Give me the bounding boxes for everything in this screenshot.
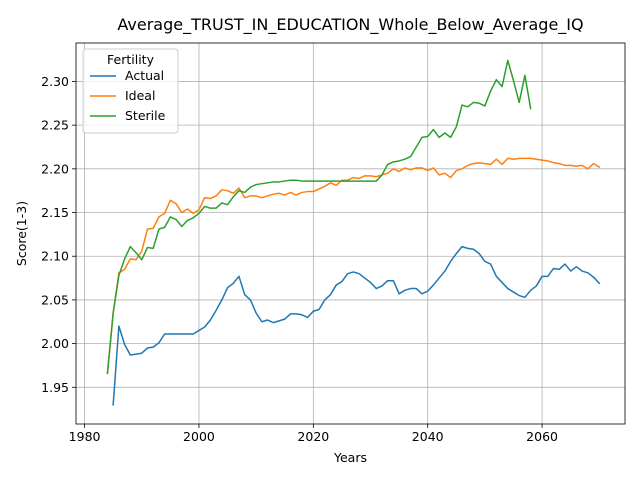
y-tick-label: 2.05	[41, 292, 69, 307]
series-line-actual	[112, 245, 601, 406]
series-lines	[106, 59, 601, 406]
y-tick-label: 1.95	[41, 380, 69, 395]
x-tick-label: 2040	[412, 429, 444, 444]
x-tick-label: 2020	[297, 429, 329, 444]
legend-label-sterile: Sterile	[125, 108, 166, 123]
y-axis: 1.95 2.00 2.05 2.10 2.15 2.20 2.25 2.30	[41, 74, 76, 395]
y-axis-label: Score(1-3)	[14, 201, 29, 266]
x-tick-label: 2060	[526, 429, 558, 444]
chart-title: Average_TRUST_IN_EDUCATION_Whole_Below_A…	[117, 15, 583, 35]
x-tick-label: 2000	[183, 429, 215, 444]
legend-title: Fertility	[107, 52, 155, 67]
plot-frame	[75, 42, 626, 425]
y-tick-label: 2.30	[41, 74, 69, 89]
series-line-ideal	[106, 157, 601, 375]
x-axis: 1980 2000 2020 2040 2060	[69, 424, 558, 444]
y-tick-label: 2.15	[41, 205, 69, 220]
legend-label-actual: Actual	[125, 68, 164, 83]
y-tick-label: 2.10	[41, 249, 69, 264]
series-line-sterile	[106, 59, 532, 375]
legend-label-ideal: Ideal	[125, 88, 155, 103]
y-tick-label: 2.00	[41, 336, 69, 351]
legend-box	[82, 48, 179, 134]
legend: Fertility Actual Ideal Sterile	[82, 48, 179, 134]
grid-lines	[76, 43, 625, 424]
y-tick-label: 2.20	[41, 161, 69, 176]
y-tick-label: 2.25	[41, 118, 69, 133]
x-axis-label: Years	[333, 450, 367, 465]
x-tick-label: 1980	[69, 429, 101, 444]
